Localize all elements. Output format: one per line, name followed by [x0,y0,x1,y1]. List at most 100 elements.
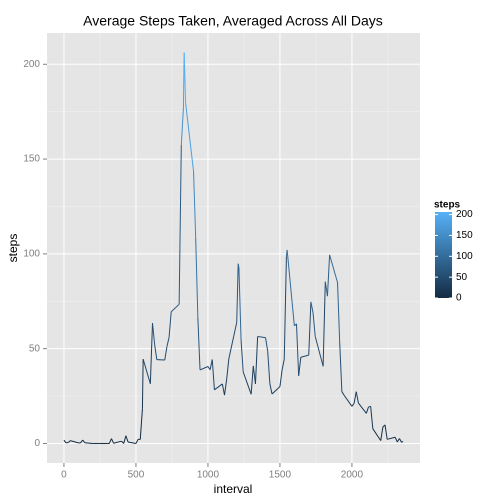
line-segment [185,102,195,172]
line-segment [312,312,316,337]
line-segment [358,402,367,414]
y-tick-label: 150 [23,154,40,165]
line-segment [164,346,168,361]
line-segment [180,107,184,145]
line-segment [108,438,112,444]
line-segment [365,406,369,414]
line-segment [237,263,240,268]
line-segment [195,238,199,318]
line-segment [267,351,271,384]
line-segment [300,354,309,358]
line-segment [310,301,314,313]
x-tick-label: 1000 [197,470,220,481]
legend-title: steps [434,200,461,211]
line-segment [339,342,343,392]
line-segment [123,435,127,444]
line-segment [355,391,359,404]
y-tick-label: 0 [34,438,40,449]
line-segment [214,383,223,391]
line-segment [111,438,115,444]
line-segment [314,336,324,367]
line-segment [250,365,254,395]
line-segment [396,438,400,443]
line-segment [168,311,172,338]
line-segment [226,358,230,380]
line-segment [221,383,225,396]
line-segment [82,439,86,444]
line-segment [67,440,71,443]
line-segment [380,426,384,441]
x-tick-label: 500 [128,470,145,481]
line-segment [193,171,197,239]
x-tick-label: 2000 [341,470,364,481]
line-segment [281,359,285,371]
line-segment [135,439,139,444]
legend-tick-label: 50 [456,272,468,283]
line-segment [197,317,201,370]
legend-colorbar [435,212,452,298]
line-segment [228,322,238,360]
line-segment [139,408,143,440]
line-segment [271,386,281,395]
line-segment [152,323,156,345]
line-segment [279,369,283,387]
line-segment [211,359,215,390]
line-segment [286,249,295,326]
line-segment [295,323,300,376]
line-segment [113,440,122,444]
line-segment [142,358,151,384]
line-segment [394,437,398,443]
line-segment [343,394,353,407]
line-segment [353,391,357,404]
y-tick-label: 200 [23,59,40,70]
plot-panel [47,33,420,463]
line-segment [269,383,273,395]
line-segment [329,254,339,283]
line-segment [257,336,266,339]
legend-tick-label: 200 [456,209,473,220]
line-segment [387,436,396,440]
line-segment [166,337,170,347]
x-tick-label: 0 [61,470,67,481]
line-segment [63,439,67,444]
line-segment [80,439,84,444]
legend-tick-label: 100 [456,251,473,262]
line-segment [326,254,331,297]
line-segment [341,391,345,396]
line-segment [384,424,388,440]
line-segment [372,428,382,441]
y-tick-label: 100 [23,249,40,260]
line-segment [84,442,93,444]
chart-title: Average Steps Taken, Averaged Across All… [83,13,383,29]
line-segment [199,366,209,371]
line-segment [370,406,374,429]
line-segment [283,256,287,360]
line-segment [170,303,180,313]
x-tick-label: 1500 [269,470,292,481]
legend-tick-label: 0 [456,293,462,304]
line-segment [238,267,242,341]
line-segment [254,336,259,384]
line-segment [298,357,302,376]
line-segment [351,402,355,407]
y-axis-label: steps [6,234,20,263]
line-segment [127,441,137,444]
line-segment [149,323,154,384]
x-axis-label: interval [214,482,253,496]
y-tick-label: 50 [29,343,41,354]
line-segment [154,344,158,360]
line-segment [183,52,187,103]
line-segment [236,263,239,323]
line-segment [240,340,244,373]
line-segment [337,282,341,343]
line-segment [401,440,404,443]
line-segment [399,438,403,443]
line-segment [70,440,79,444]
line-segment [178,144,182,305]
line-segment [322,281,326,367]
line-segment [265,337,269,352]
line-segment [141,359,144,409]
line-segment [224,379,228,396]
line-segment [125,435,129,443]
